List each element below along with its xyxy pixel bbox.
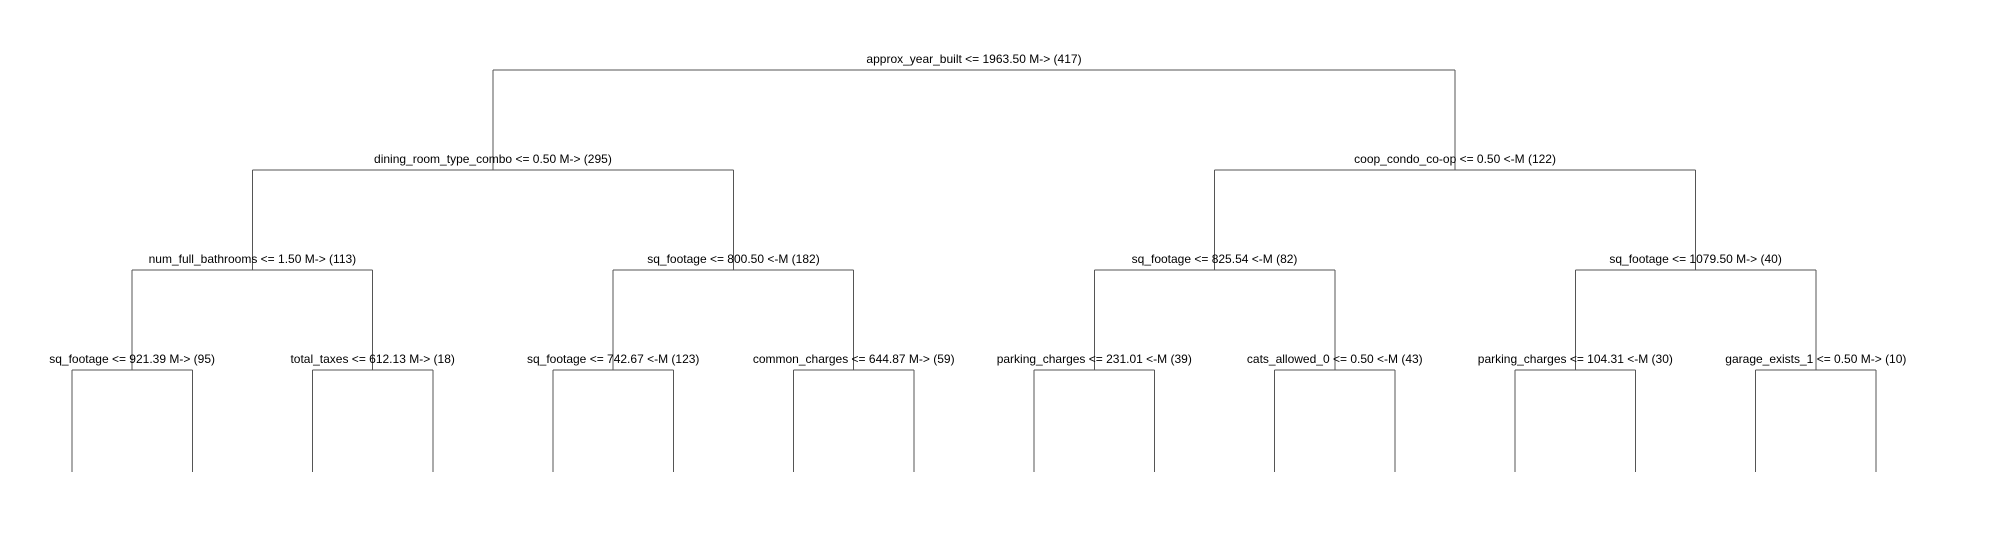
node-left-right-left-label: sq_footage <= 742.67 <-M (123) [527,352,699,366]
node-right-label: coop_condo_co-op <= 0.50 <-M (122) [1354,152,1556,166]
node-right-right-right-label: garage_exists_1 <= 0.50 M-> (10) [1725,352,1906,366]
node-right-right-label: sq_footage <= 1079.50 M-> (40) [1609,252,1781,266]
node-right-left-right-label: cats_allowed_0 <= 0.50 <-M (43) [1247,352,1423,366]
node-right-left-label: sq_footage <= 825.54 <-M (82) [1132,252,1298,266]
node-left-right-label: sq_footage <= 800.50 <-M (182) [647,252,819,266]
node-right-right-left-label: parking_charges <= 104.31 <-M (30) [1478,352,1673,366]
node-left-right-right-label: common_charges <= 644.87 M-> (59) [753,352,955,366]
node-left-left-left-label: sq_footage <= 921.39 M-> (95) [49,352,215,366]
node-left-label: dining_room_type_combo <= 0.50 M-> (295) [374,152,612,166]
node-label: approx_year_built <= 1963.50 M-> (417) [866,52,1081,66]
node-left-left-right-label: total_taxes <= 612.13 M-> (18) [290,352,454,366]
node-right-left-left-label: parking_charges <= 231.01 <-M (39) [997,352,1192,366]
node-left-left-label: num_full_bathrooms <= 1.50 M-> (113) [149,252,357,266]
